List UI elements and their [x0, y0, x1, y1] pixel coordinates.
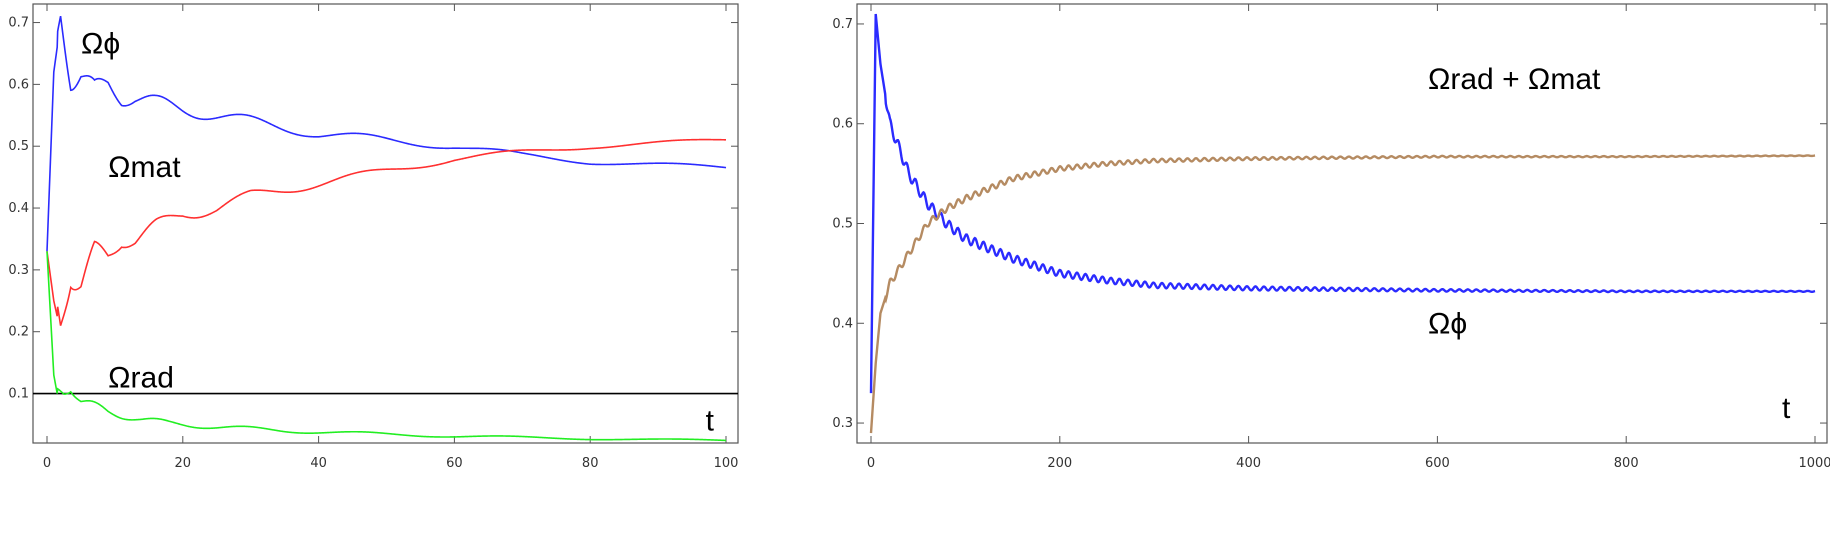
y-tick-label: 0.5: [8, 139, 29, 154]
x-tick-label: 20: [175, 456, 192, 471]
y-tick-label: 0.7: [8, 16, 29, 31]
chart-left: 0.1 0.2 0.3 0.4 0.5 0.6 0.7 0 20 40 60 80 100 Ωϕ Ωmat Ω…: [8, 3, 739, 471]
annotation-label: Ωϕ: [1428, 307, 1467, 340]
annotation-label: t: [1782, 392, 1791, 425]
x-tick-label: 80: [582, 456, 599, 471]
annotation-label: Ωrad: [108, 361, 174, 394]
y-tick-label: 0.1: [8, 387, 29, 402]
x-tick-label: 60: [446, 456, 463, 471]
y-tick-label: 0.6: [8, 77, 29, 92]
x-tick-label: 0: [867, 456, 875, 471]
y-tick-label: 0.3: [8, 263, 29, 278]
annotation-label: Ωrad + Ωmat: [1428, 63, 1601, 96]
plot-frame: [32, 3, 739, 444]
y-tick-label: 0.4: [8, 201, 29, 216]
series-line: [869, 13, 1816, 394]
x-tick-label: 400: [1236, 456, 1261, 471]
y-tick-label: 0.2: [8, 325, 29, 340]
x-tick-label: 800: [1614, 456, 1639, 471]
x-tick-label: 40: [310, 456, 327, 471]
plot-frame: [856, 3, 1828, 444]
annotation-label: Ωmat: [108, 151, 181, 184]
x-tick-label: 600: [1425, 456, 1450, 471]
annotation-label: t: [706, 405, 715, 438]
x-tick-label: 1000: [1798, 456, 1830, 471]
series-line: [869, 154, 1816, 434]
series-line: [46, 15, 727, 252]
chart-right: 0.3 0.4 0.5 0.6 0.7 0 200 400 600 800 1000 Ωrad + Ω…: [832, 3, 1830, 471]
y-tick-label: 0.6: [832, 117, 853, 132]
series-line: [46, 251, 727, 442]
y-tick-label: 0.7: [832, 17, 853, 32]
series-line: [46, 138, 727, 326]
y-tick-label: 0.5: [832, 217, 853, 232]
x-tick-label: 0: [43, 456, 51, 471]
y-tick-label: 0.3: [832, 416, 853, 431]
x-tick-label: 200: [1047, 456, 1072, 471]
y-tick-label: 0.4: [832, 316, 853, 331]
x-tick-label: 100: [714, 456, 739, 471]
annotation-label: Ωϕ: [81, 27, 120, 60]
